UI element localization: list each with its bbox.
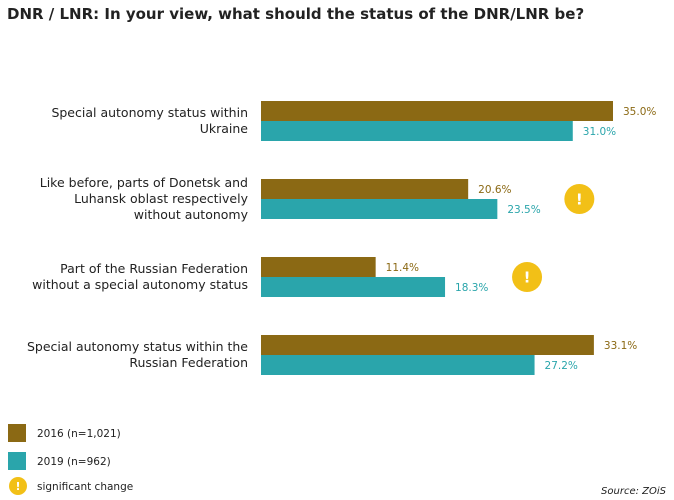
legend-label: 2019 (n=962) <box>37 456 111 468</box>
category-label: without autonomy <box>134 207 249 222</box>
bar-2019 <box>261 121 573 141</box>
legend-swatch-2016 <box>8 424 26 442</box>
significant-change-glyph: ! <box>576 191 583 209</box>
legend-label: 2016 (n=1,021) <box>37 428 121 440</box>
category-label: Part of the Russian Federation <box>60 261 248 276</box>
category-label: Ukraine <box>200 121 249 136</box>
category-label: Luhansk oblast respectively <box>74 191 248 206</box>
category-label: Like before, parts of Donetsk and <box>40 175 248 190</box>
category-label: Special autonomy status within the <box>27 339 248 354</box>
significant-change-icon: ! <box>564 184 595 214</box>
legend-swatch-2019 <box>8 452 26 470</box>
legend-significant-icon <box>9 477 27 495</box>
bar-2016 <box>261 101 613 121</box>
legend: 2016 (n=1,021) 2019 (n=962)! significant c… <box>8 424 133 495</box>
data-label: 35.0% <box>623 106 656 118</box>
significant-change-glyph: ! <box>524 269 531 287</box>
bar-2019 <box>261 277 446 297</box>
category-label: Special autonomy status within <box>51 105 248 120</box>
significant-change-icon: ! <box>512 262 543 292</box>
bar-2016 <box>261 335 594 355</box>
data-label: 23.5% <box>507 204 540 216</box>
significant-change-circle <box>564 184 595 214</box>
category-label: without a special autonomy status <box>32 277 248 292</box>
legend-label: significant change <box>37 481 133 493</box>
data-label: 20.6% <box>478 184 511 196</box>
data-label: 33.1% <box>604 340 637 352</box>
bar-2019 <box>261 355 535 375</box>
data-label: 18.3% <box>455 282 488 294</box>
source-note: Source: ZOiS <box>601 486 667 497</box>
bar-2019 <box>261 199 498 219</box>
category-label: Russian Federation <box>129 355 248 370</box>
legend-significant-glyph: ! <box>15 480 20 493</box>
significant-change-circle <box>512 262 543 292</box>
chart-title: DNR / LNR: In your view, what should the… <box>7 5 584 23</box>
data-label: 27.2% <box>545 360 578 372</box>
bar-2016 <box>261 179 469 199</box>
data-label: 11.4% <box>386 262 419 274</box>
data-label: 31.0% <box>583 126 616 138</box>
bar-2016 <box>261 257 376 277</box>
